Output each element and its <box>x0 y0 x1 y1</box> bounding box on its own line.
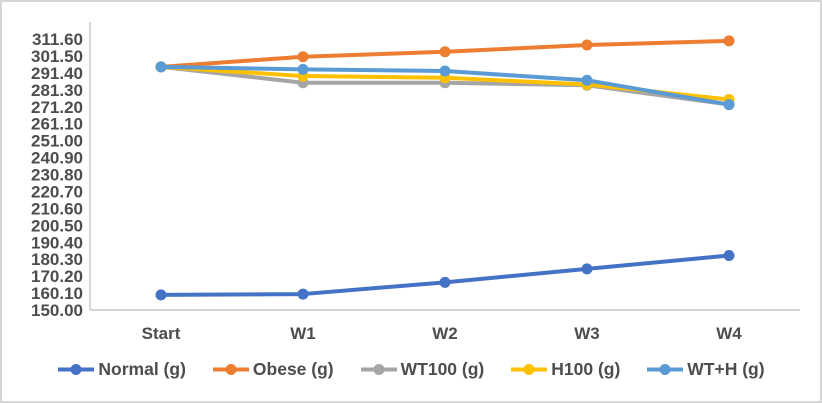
series-line-normal-g- <box>159 253 731 297</box>
legend-marker-icon <box>511 363 548 375</box>
legend-dot-swatch <box>659 363 671 375</box>
x-axis-category-label: W2 <box>432 324 458 343</box>
legend-label: WT100 (g) <box>400 358 485 379</box>
data-point-marker <box>439 276 451 288</box>
data-point-marker <box>581 74 593 86</box>
y-axis-tick-label: 200.50 <box>31 216 83 235</box>
legend-label: H100 (g) <box>551 358 621 379</box>
data-point-marker <box>723 99 735 111</box>
legend-marker-icon <box>212 363 249 375</box>
x-axis-category-label: W1 <box>290 324 316 343</box>
y-axis-tick-label: 281.30 <box>31 81 83 100</box>
legend-marker-icon <box>58 363 95 375</box>
y-axis-tick-label: 190.40 <box>31 233 83 252</box>
y-axis-tick-label: 251.00 <box>31 132 83 151</box>
data-point-marker <box>297 288 309 300</box>
y-axis-tick-label: 230.80 <box>31 166 83 185</box>
y-axis-tick-label: 301.50 <box>31 47 83 66</box>
y-axis-tick-label: 210.60 <box>31 199 83 218</box>
y-axis-tick-label: 291.40 <box>31 64 83 83</box>
x-axis-category-label: Start <box>142 324 181 343</box>
data-point-marker <box>155 289 167 301</box>
data-point-marker <box>297 51 309 63</box>
x-axis-category-label: W4 <box>716 324 742 343</box>
legend-marker-icon <box>647 363 684 375</box>
y-axis-tick-label: 240.90 <box>31 149 83 168</box>
legend-item-wt-h-g-: WT+H (g) <box>646 358 765 380</box>
legend-item-wt100-g-: WT100 (g) <box>360 358 485 380</box>
y-axis-tick-label: 170.20 <box>31 267 83 286</box>
legend-dot-swatch <box>70 363 82 375</box>
legend-marker-icon <box>360 363 397 375</box>
legend-item-normal-g-: Normal (g) <box>57 359 186 380</box>
legend-item-obese-g-: Obese (g) <box>212 359 334 380</box>
y-axis-tick-label: 311.60 <box>32 30 83 49</box>
y-axis-tick-label: 220.70 <box>31 182 83 201</box>
legend-item-h100-g-: H100 (g) <box>510 359 620 380</box>
y-axis-tick-label: 271.20 <box>31 98 83 117</box>
y-axis-tick-label: 261.10 <box>31 115 83 134</box>
x-axis-category-label: W3 <box>574 324 600 343</box>
legend-label: WT+H (g) <box>687 358 765 379</box>
data-point-marker <box>723 35 735 47</box>
data-point-marker <box>439 46 451 58</box>
data-point-marker <box>581 263 593 275</box>
legend-label: Obese (g) <box>252 358 334 379</box>
data-point-marker <box>155 61 167 73</box>
chart-legend: Normal (g) Obese (g) WT100 (g) H100 (g) WT+H… <box>2 353 820 385</box>
data-point-marker <box>297 63 309 75</box>
legend-dot-swatch <box>523 363 535 375</box>
legend-dot-swatch <box>225 363 237 375</box>
y-axis-tick-label: 150.00 <box>31 301 83 320</box>
y-axis-tick-label: 160.10 <box>31 284 83 303</box>
legend-dot-swatch <box>373 363 385 375</box>
y-axis-tick-label: 180.30 <box>31 250 83 269</box>
data-point-marker <box>723 249 735 261</box>
data-point-marker <box>581 39 593 51</box>
data-point-marker <box>439 65 451 77</box>
legend-label: Normal (g) <box>98 358 186 379</box>
